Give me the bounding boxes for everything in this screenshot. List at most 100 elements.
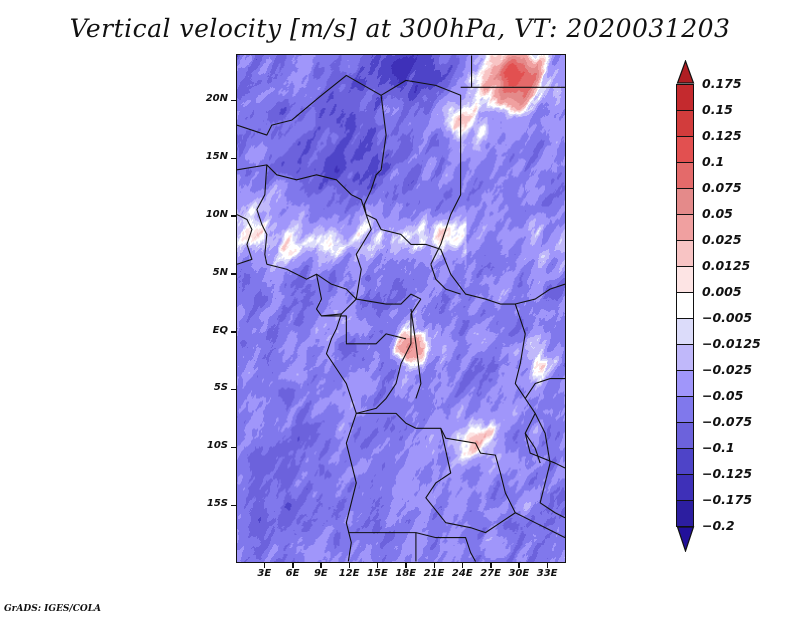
longitude-tick-mark: [518, 563, 520, 568]
latitude-tick-mark: [231, 446, 236, 449]
colorbar-level-label: 0.125: [702, 128, 742, 143]
longitude-tick-mark: [433, 563, 435, 568]
border-line: [410, 308, 422, 399]
longitude-tick-mark: [490, 563, 492, 568]
longitude-tick-mark: [461, 563, 464, 568]
border-line: [524, 432, 541, 464]
border-line: [256, 164, 268, 265]
colorbar-swatch: [676, 344, 694, 371]
longitude-tick-label: 12E: [338, 568, 360, 579]
colorbar-level-label: 0.05: [702, 206, 733, 221]
longitude-tick-mark: [292, 563, 294, 568]
country-borders: [237, 55, 565, 562]
border-line: [315, 274, 342, 317]
latitude-tick-label: 15S: [206, 498, 228, 510]
longitude-tick-label: 27E: [480, 568, 501, 579]
longitude-tick-label: 9E: [313, 568, 328, 579]
border-line: [266, 263, 357, 300]
latitude-tick-mark: [231, 331, 236, 333]
colorbar-swatch: [676, 110, 694, 137]
latitude-tick-label: 20N: [205, 93, 228, 105]
colorbar-swatch: [676, 84, 694, 111]
border-line: [340, 214, 372, 315]
colorbar-lower-extend-arrow: [676, 525, 695, 552]
longitude-tick-label: 33E: [536, 568, 558, 579]
latitude-tick-label: 5S: [213, 382, 228, 394]
longitude-tick-label: 30E: [508, 568, 530, 579]
latitude-tick-label: EQ: [212, 324, 228, 336]
border-line: [237, 214, 253, 265]
border-line: [514, 303, 565, 469]
latitude-tick-mark: [231, 99, 236, 102]
colorbar-level-label: 0.15: [702, 102, 733, 117]
border-line: [524, 378, 565, 399]
colorbar-level-label: 0.0125: [702, 258, 751, 273]
border-line: [460, 55, 473, 88]
colorbar-level-label: −0.0125: [702, 336, 761, 351]
longitude-tick-mark: [376, 563, 379, 568]
colorbar-level-label: −0.05: [702, 388, 744, 403]
colorbar-swatch: [676, 240, 694, 267]
colorbar-swatch: [676, 266, 694, 293]
border-line: [350, 298, 422, 414]
colorbar-level-label: 0.025: [702, 232, 742, 247]
colorbar-swatch: [676, 370, 694, 397]
colorbar-swatch: [676, 500, 694, 527]
longitude-tick-label: 3E: [257, 568, 272, 579]
border-line: [325, 313, 352, 399]
colorbar-level-label: −0.025: [702, 362, 753, 377]
colorbar-level-label: 0.175: [702, 76, 742, 91]
latitude-tick-label: 5N: [212, 266, 228, 278]
longitude-tick-label: 6E: [285, 568, 300, 579]
colorbar-swatch: [676, 162, 694, 189]
latitude-tick-mark: [231, 273, 236, 275]
longitude-tick-label: 24E: [451, 568, 473, 579]
colorbar-swatch: [676, 188, 694, 215]
border-line: [321, 315, 367, 345]
longitude-tick-label: 21E: [423, 568, 445, 579]
colorbar-swatch: [676, 318, 694, 345]
colorbar-swatch: [676, 474, 694, 501]
longitude-tick-mark: [320, 563, 322, 568]
grads-credit: GrADS: IGES/COLA: [4, 604, 102, 614]
colorbar-swatch: [676, 422, 694, 449]
colorbar-level-label: −0.175: [702, 492, 753, 507]
latitude-tick-mark: [231, 215, 236, 217]
border-line: [356, 412, 506, 494]
vertical-velocity-field: [237, 55, 565, 562]
longitude-tick-mark: [546, 563, 549, 568]
latitude-tick-mark: [231, 504, 236, 507]
latitude-tick-label: 10S: [206, 440, 228, 452]
longitude-tick-mark: [263, 563, 266, 568]
latitude-tick-mark: [231, 157, 236, 160]
chart-title: Vertical velocity [m/s] at 300hPa, VT: 2…: [69, 14, 731, 43]
border-line: [237, 164, 367, 215]
colorbar-level-label: 0.1: [702, 154, 725, 169]
map-panel: [236, 54, 566, 563]
colorbar-level-label: −0.075: [702, 414, 753, 429]
colorbar-level-label: −0.2: [702, 518, 735, 533]
border-line: [425, 428, 516, 534]
border-line: [380, 228, 565, 305]
longitude-tick-mark: [405, 563, 407, 568]
border-line: [237, 74, 462, 265]
latitude-tick-mark: [231, 388, 236, 391]
border-line: [534, 413, 565, 519]
border-line: [345, 413, 357, 562]
latitude-tick-label: 10N: [205, 208, 228, 220]
colorbar-level-label: 0.075: [702, 180, 742, 195]
colorbar-level-label: −0.005: [702, 310, 753, 325]
longitude-tick-label: 15E: [367, 568, 388, 579]
border-line: [366, 333, 407, 345]
border-line: [504, 492, 565, 539]
border-line: [430, 264, 461, 295]
colorbar-swatch: [676, 292, 694, 319]
border-line: [363, 95, 387, 230]
colorbar-level-label: 0.005: [702, 284, 742, 299]
longitude-tick-label: 18E: [395, 568, 417, 579]
longitude-tick-mark: [348, 563, 351, 568]
border-line: [348, 532, 477, 562]
colorbar-swatch: [676, 136, 694, 163]
colorbar-swatch: [676, 396, 694, 423]
colorbar-level-label: −0.125: [702, 466, 753, 481]
